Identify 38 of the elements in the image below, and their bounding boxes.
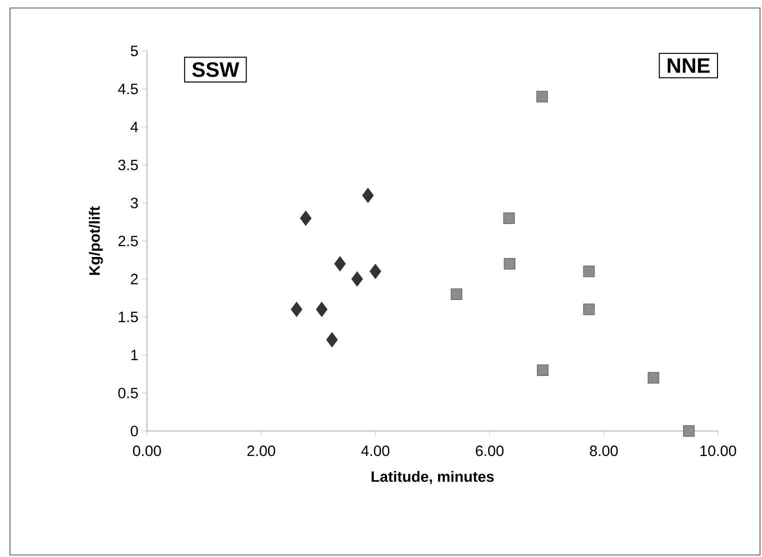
y-tick-label: 0.5	[118, 388, 138, 398]
x-tick-label: 2.00	[247, 446, 276, 456]
point	[316, 302, 328, 318]
point	[504, 258, 516, 270]
x-tick-label: 8.00	[590, 446, 618, 456]
y-tick-label: 3.5	[118, 160, 138, 170]
point	[683, 425, 695, 437]
x-tick-label: 4.00	[361, 446, 390, 456]
y-tick-label: 1	[131, 350, 138, 360]
point	[351, 271, 363, 287]
y-tick-label: 2.5	[118, 236, 138, 246]
point	[370, 264, 382, 280]
point	[537, 364, 548, 376]
y-tick-label: 1.5	[118, 312, 138, 322]
x-tick-label: 6.00	[476, 446, 504, 456]
point	[503, 212, 515, 224]
y-tick-label: 2	[130, 274, 138, 284]
y-tick-label: 3	[130, 198, 138, 208]
y-axis-title: Kg/pot/lift	[88, 206, 103, 275]
point	[300, 210, 312, 226]
annotation: NNE	[668, 58, 710, 73]
point	[450, 288, 462, 300]
point	[583, 304, 595, 316]
point	[290, 302, 302, 318]
x-tick-label: 0.00	[133, 446, 161, 456]
point	[648, 372, 660, 384]
x-tick-label: 10.00	[700, 446, 736, 456]
annotation: SSW	[192, 62, 240, 78]
y-tick-label: 5	[130, 46, 138, 56]
point	[536, 90, 548, 102]
y-tick-label: 4.5	[118, 84, 138, 94]
y-tick-label: 0	[130, 426, 138, 436]
point	[583, 266, 595, 278]
y-tick-label: 4	[130, 122, 138, 132]
point	[334, 256, 346, 272]
point	[362, 188, 374, 204]
x-axis-title: Latitude, minutes	[372, 470, 494, 484]
point	[326, 332, 338, 348]
